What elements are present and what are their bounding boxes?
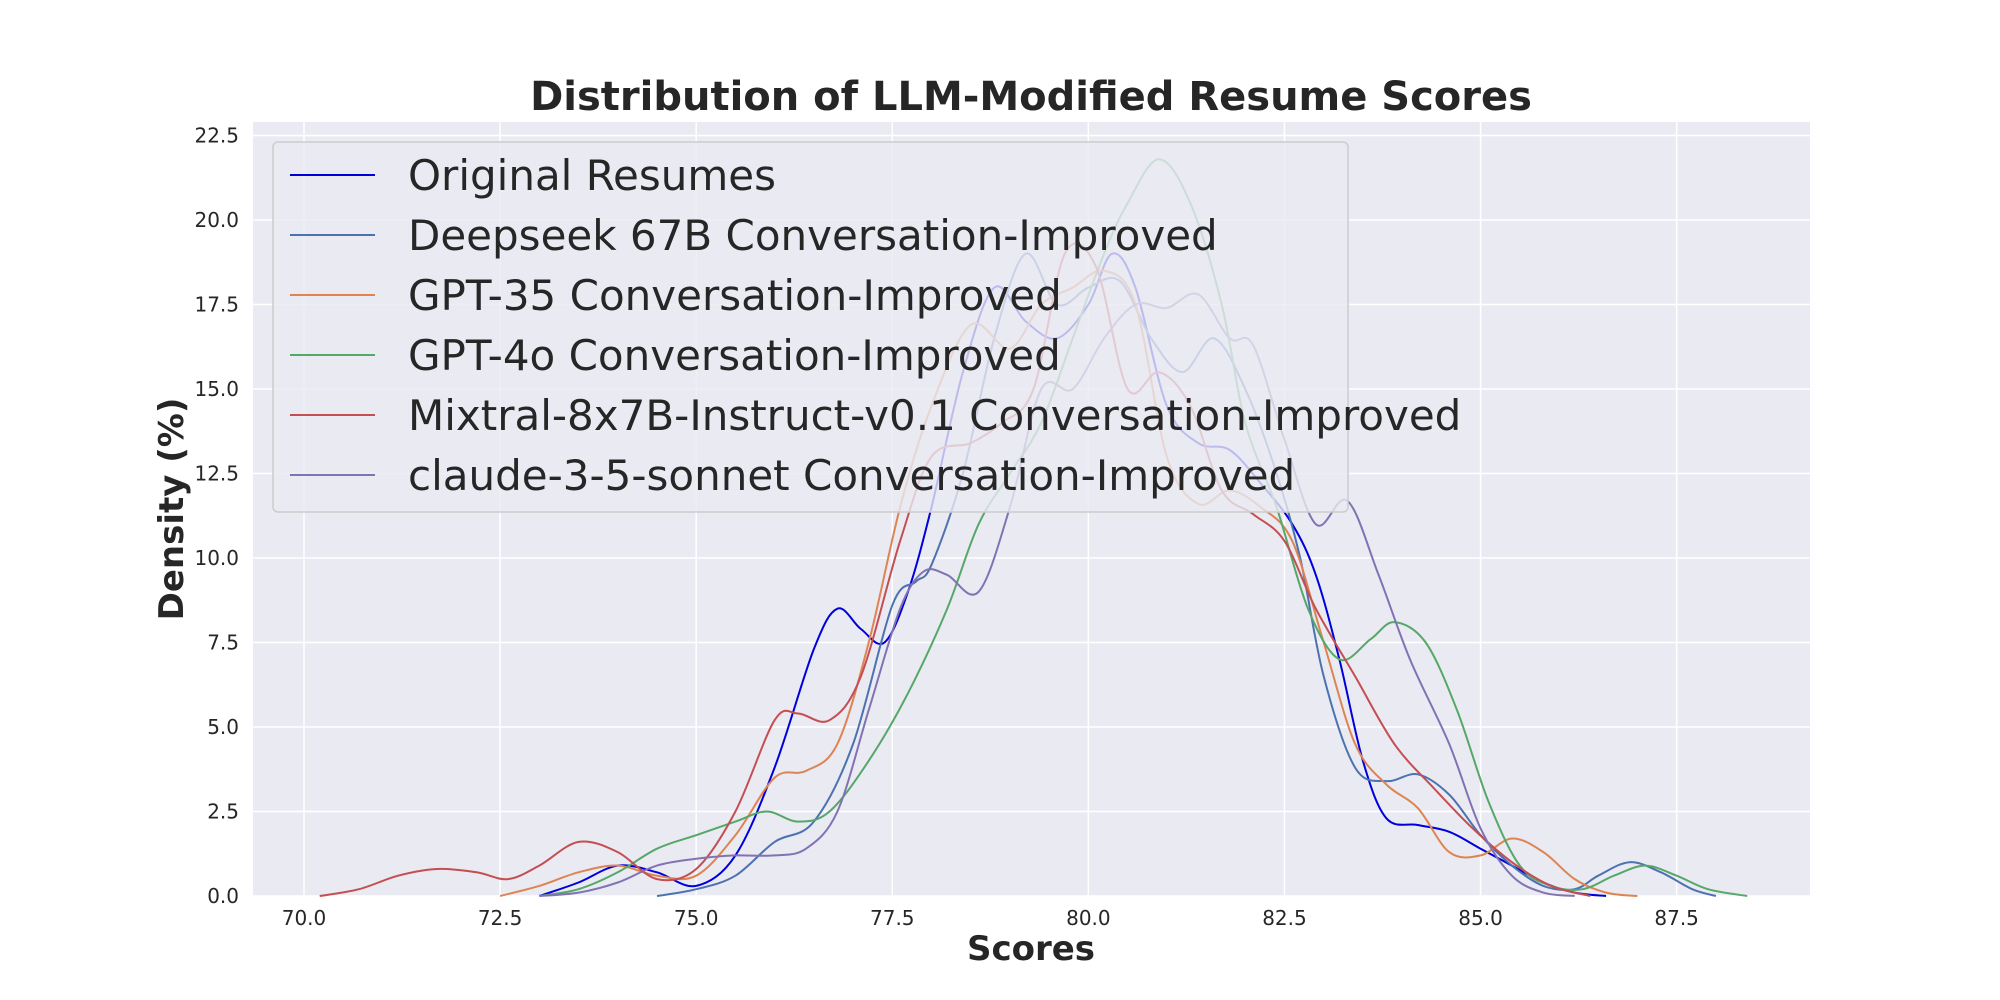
chart-title: Distribution of LLM-Modified Resume Scor… <box>530 74 1532 120</box>
y-tick-label: 7.5 <box>207 631 239 655</box>
y-tick-label: 22.5 <box>194 124 239 148</box>
x-tick-label: 77.5 <box>870 906 915 930</box>
y-tick-label: 5.0 <box>207 715 239 739</box>
x-tick-label: 72.5 <box>478 906 523 930</box>
y-tick-label: 12.5 <box>194 462 239 486</box>
legend-label-4: GPT-4o Conversation-Improved <box>408 331 1061 380</box>
x-tick-label: 80.0 <box>1066 906 1111 930</box>
y-tick-label: 15.0 <box>194 377 239 401</box>
legend-label-3: GPT-35 Conversation-Improved <box>408 271 1062 320</box>
y-tick-label: 0.0 <box>207 884 239 908</box>
y-tick-label: 20.0 <box>194 208 239 232</box>
y-tick-label: 17.5 <box>194 293 239 317</box>
x-tick-label: 87.5 <box>1654 906 1699 930</box>
x-tick-label: 82.5 <box>1262 906 1307 930</box>
y-tick-labels: 0.0 2.5 5.0 7.5 10.0 12.5 15.0 17.5 20.0 22.5 <box>194 124 239 908</box>
x-tick-label: 85.0 <box>1458 906 1503 930</box>
x-tick-label: 70.0 <box>282 906 327 930</box>
legend-label-2: Deepseek 67B Conversation-Improved <box>408 211 1218 260</box>
legend-label-6: claude-3-5-sonnet Conversation-Improved <box>408 451 1295 500</box>
legend-label-5: Mixtral-8x7B-Instruct-v0.1 Conversation-… <box>408 391 1461 440</box>
y-tick-label: 10.0 <box>194 546 239 570</box>
y-axis-label: Density (%) <box>152 398 192 621</box>
legend-label-1: Original Resumes <box>408 151 776 200</box>
y-tick-label: 2.5 <box>207 800 239 824</box>
x-tick-label: 75.0 <box>674 906 719 930</box>
legend: Original Resumes Deepseek 67B Conversatio… <box>272 141 1461 513</box>
x-tick-labels: 70.0 72.5 75.0 77.5 80.0 82.5 85.0 87.5 <box>282 906 1699 930</box>
x-axis-label: Scores <box>967 929 1095 969</box>
legend-box <box>272 141 1349 513</box>
